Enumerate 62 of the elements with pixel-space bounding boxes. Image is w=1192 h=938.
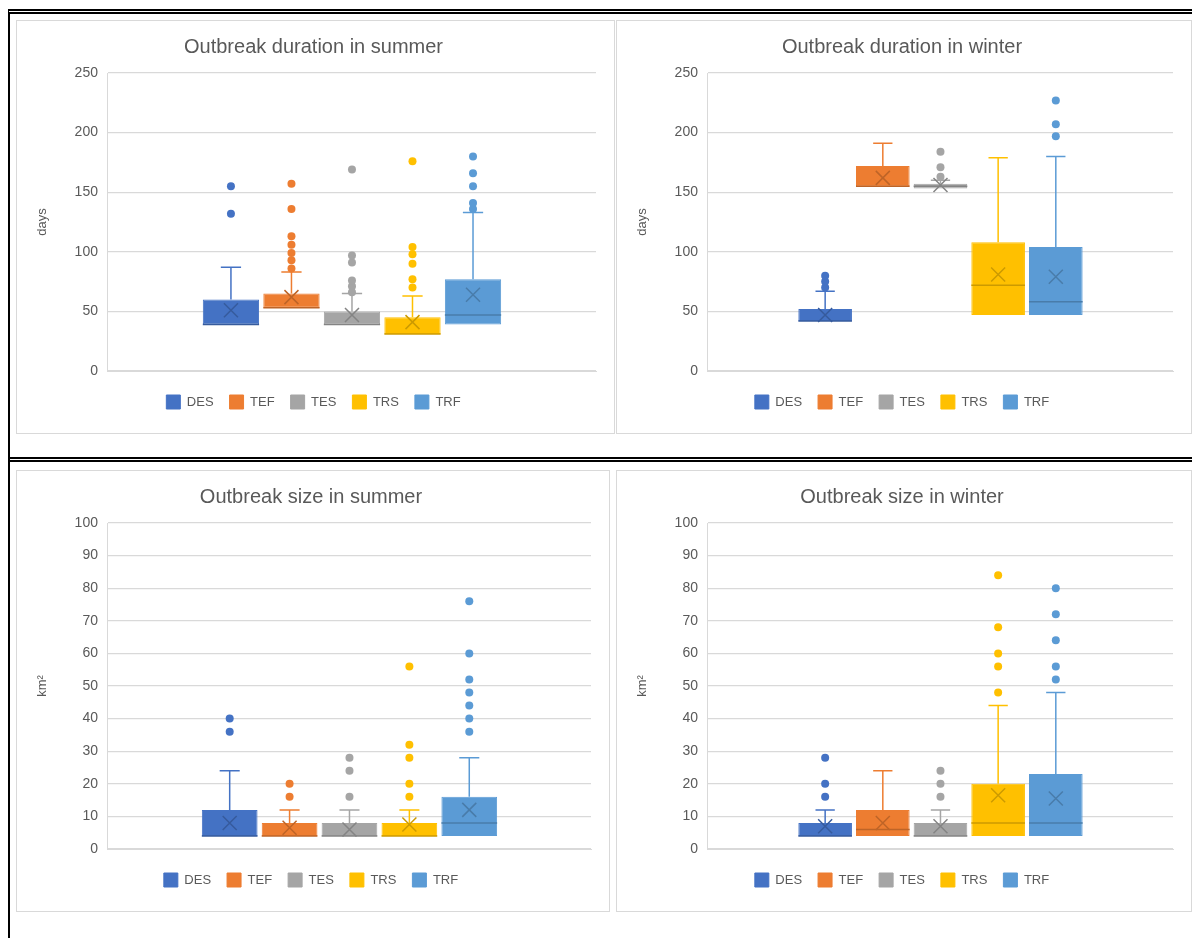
y-tick-label: 40: [682, 709, 699, 726]
y-tick-label: 0: [690, 839, 699, 856]
y-tick-label: 50: [682, 302, 699, 319]
legend-label: TES: [899, 393, 926, 409]
y-axis-title: days: [34, 207, 50, 236]
legend-label: TRS: [961, 393, 988, 409]
y-tick-label: 10: [682, 807, 699, 824]
y-tick-label: 150: [674, 183, 699, 200]
y-tick-label: 0: [90, 361, 99, 378]
y-tick-label: 60: [682, 644, 699, 661]
chart-title: Outbreak duration in winter: [781, 34, 1023, 57]
legend-label: TRF: [435, 393, 461, 409]
y-tick-label: 200: [674, 123, 699, 140]
y-tick-label: 100: [674, 242, 699, 259]
y-tick-label: 250: [74, 63, 99, 80]
y-tick-label: 30: [682, 742, 699, 759]
legend-label: TEF: [247, 871, 273, 887]
chart-title: Outbreak size in summer: [199, 484, 423, 507]
y-tick-label: 100: [674, 513, 699, 530]
y-axis-title: km²: [34, 674, 50, 697]
legend-label: TEF: [250, 393, 275, 409]
y-tick-label: 90: [82, 546, 99, 563]
y-tick-label: 0: [90, 839, 99, 856]
legend-label: TES: [311, 393, 337, 409]
legend-label: TRS: [961, 871, 988, 887]
legend-label: TRS: [370, 871, 397, 887]
y-tick-label: 80: [82, 579, 99, 596]
y-tick-label: 30: [82, 742, 99, 759]
y-tick-label: 50: [82, 676, 99, 693]
legend-label: TRF: [432, 871, 459, 887]
legend-label: TES: [308, 871, 335, 887]
legend-label: TRF: [1023, 871, 1050, 887]
legend-label: DES: [184, 871, 212, 887]
y-tick-label: 70: [82, 611, 99, 628]
y-tick-label: 200: [74, 123, 99, 140]
y-tick-label: 20: [682, 774, 699, 791]
y-tick-label: 80: [682, 579, 699, 596]
y-tick-label: 20: [82, 774, 99, 791]
y-tick-label: 150: [74, 183, 99, 200]
legend-label: TEF: [838, 393, 864, 409]
y-tick-label: 50: [682, 676, 699, 693]
y-axis-title: days: [634, 207, 650, 236]
legend-label: DES: [186, 393, 214, 409]
legend-label: TRF: [1023, 393, 1050, 409]
legend-label: TEF: [838, 871, 864, 887]
legend-label: TRS: [372, 393, 400, 409]
y-tick-label: 70: [682, 611, 699, 628]
chart-title: Outbreak duration in summer: [183, 34, 444, 57]
y-tick-label: 10: [82, 807, 99, 824]
y-tick-label: 50: [82, 302, 99, 319]
chart-title: Outbreak size in winter: [800, 484, 1005, 507]
y-tick-label: 250: [674, 63, 699, 80]
y-axis-title: km²: [634, 674, 650, 697]
legend-label: DES: [775, 871, 803, 887]
legend-label: DES: [775, 393, 803, 409]
y-tick-label: 60: [82, 644, 99, 661]
y-tick-label: 0: [690, 361, 699, 378]
y-tick-label: 90: [682, 546, 699, 563]
y-tick-label: 40: [82, 709, 99, 726]
legend-label: TES: [899, 871, 926, 887]
y-tick-label: 100: [74, 242, 99, 259]
y-tick-label: 100: [74, 513, 99, 530]
